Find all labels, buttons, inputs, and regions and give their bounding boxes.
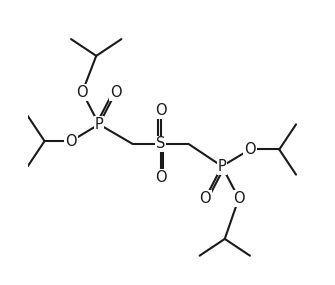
Text: O: O [233, 191, 245, 206]
Text: O: O [76, 85, 88, 100]
Text: O: O [155, 103, 166, 118]
Text: O: O [110, 85, 122, 100]
Text: P: P [95, 117, 104, 132]
Text: P: P [218, 159, 226, 174]
Text: O: O [155, 170, 166, 185]
Text: S: S [156, 137, 165, 151]
Text: O: O [244, 142, 256, 157]
Text: O: O [199, 191, 211, 206]
Text: O: O [65, 134, 77, 148]
